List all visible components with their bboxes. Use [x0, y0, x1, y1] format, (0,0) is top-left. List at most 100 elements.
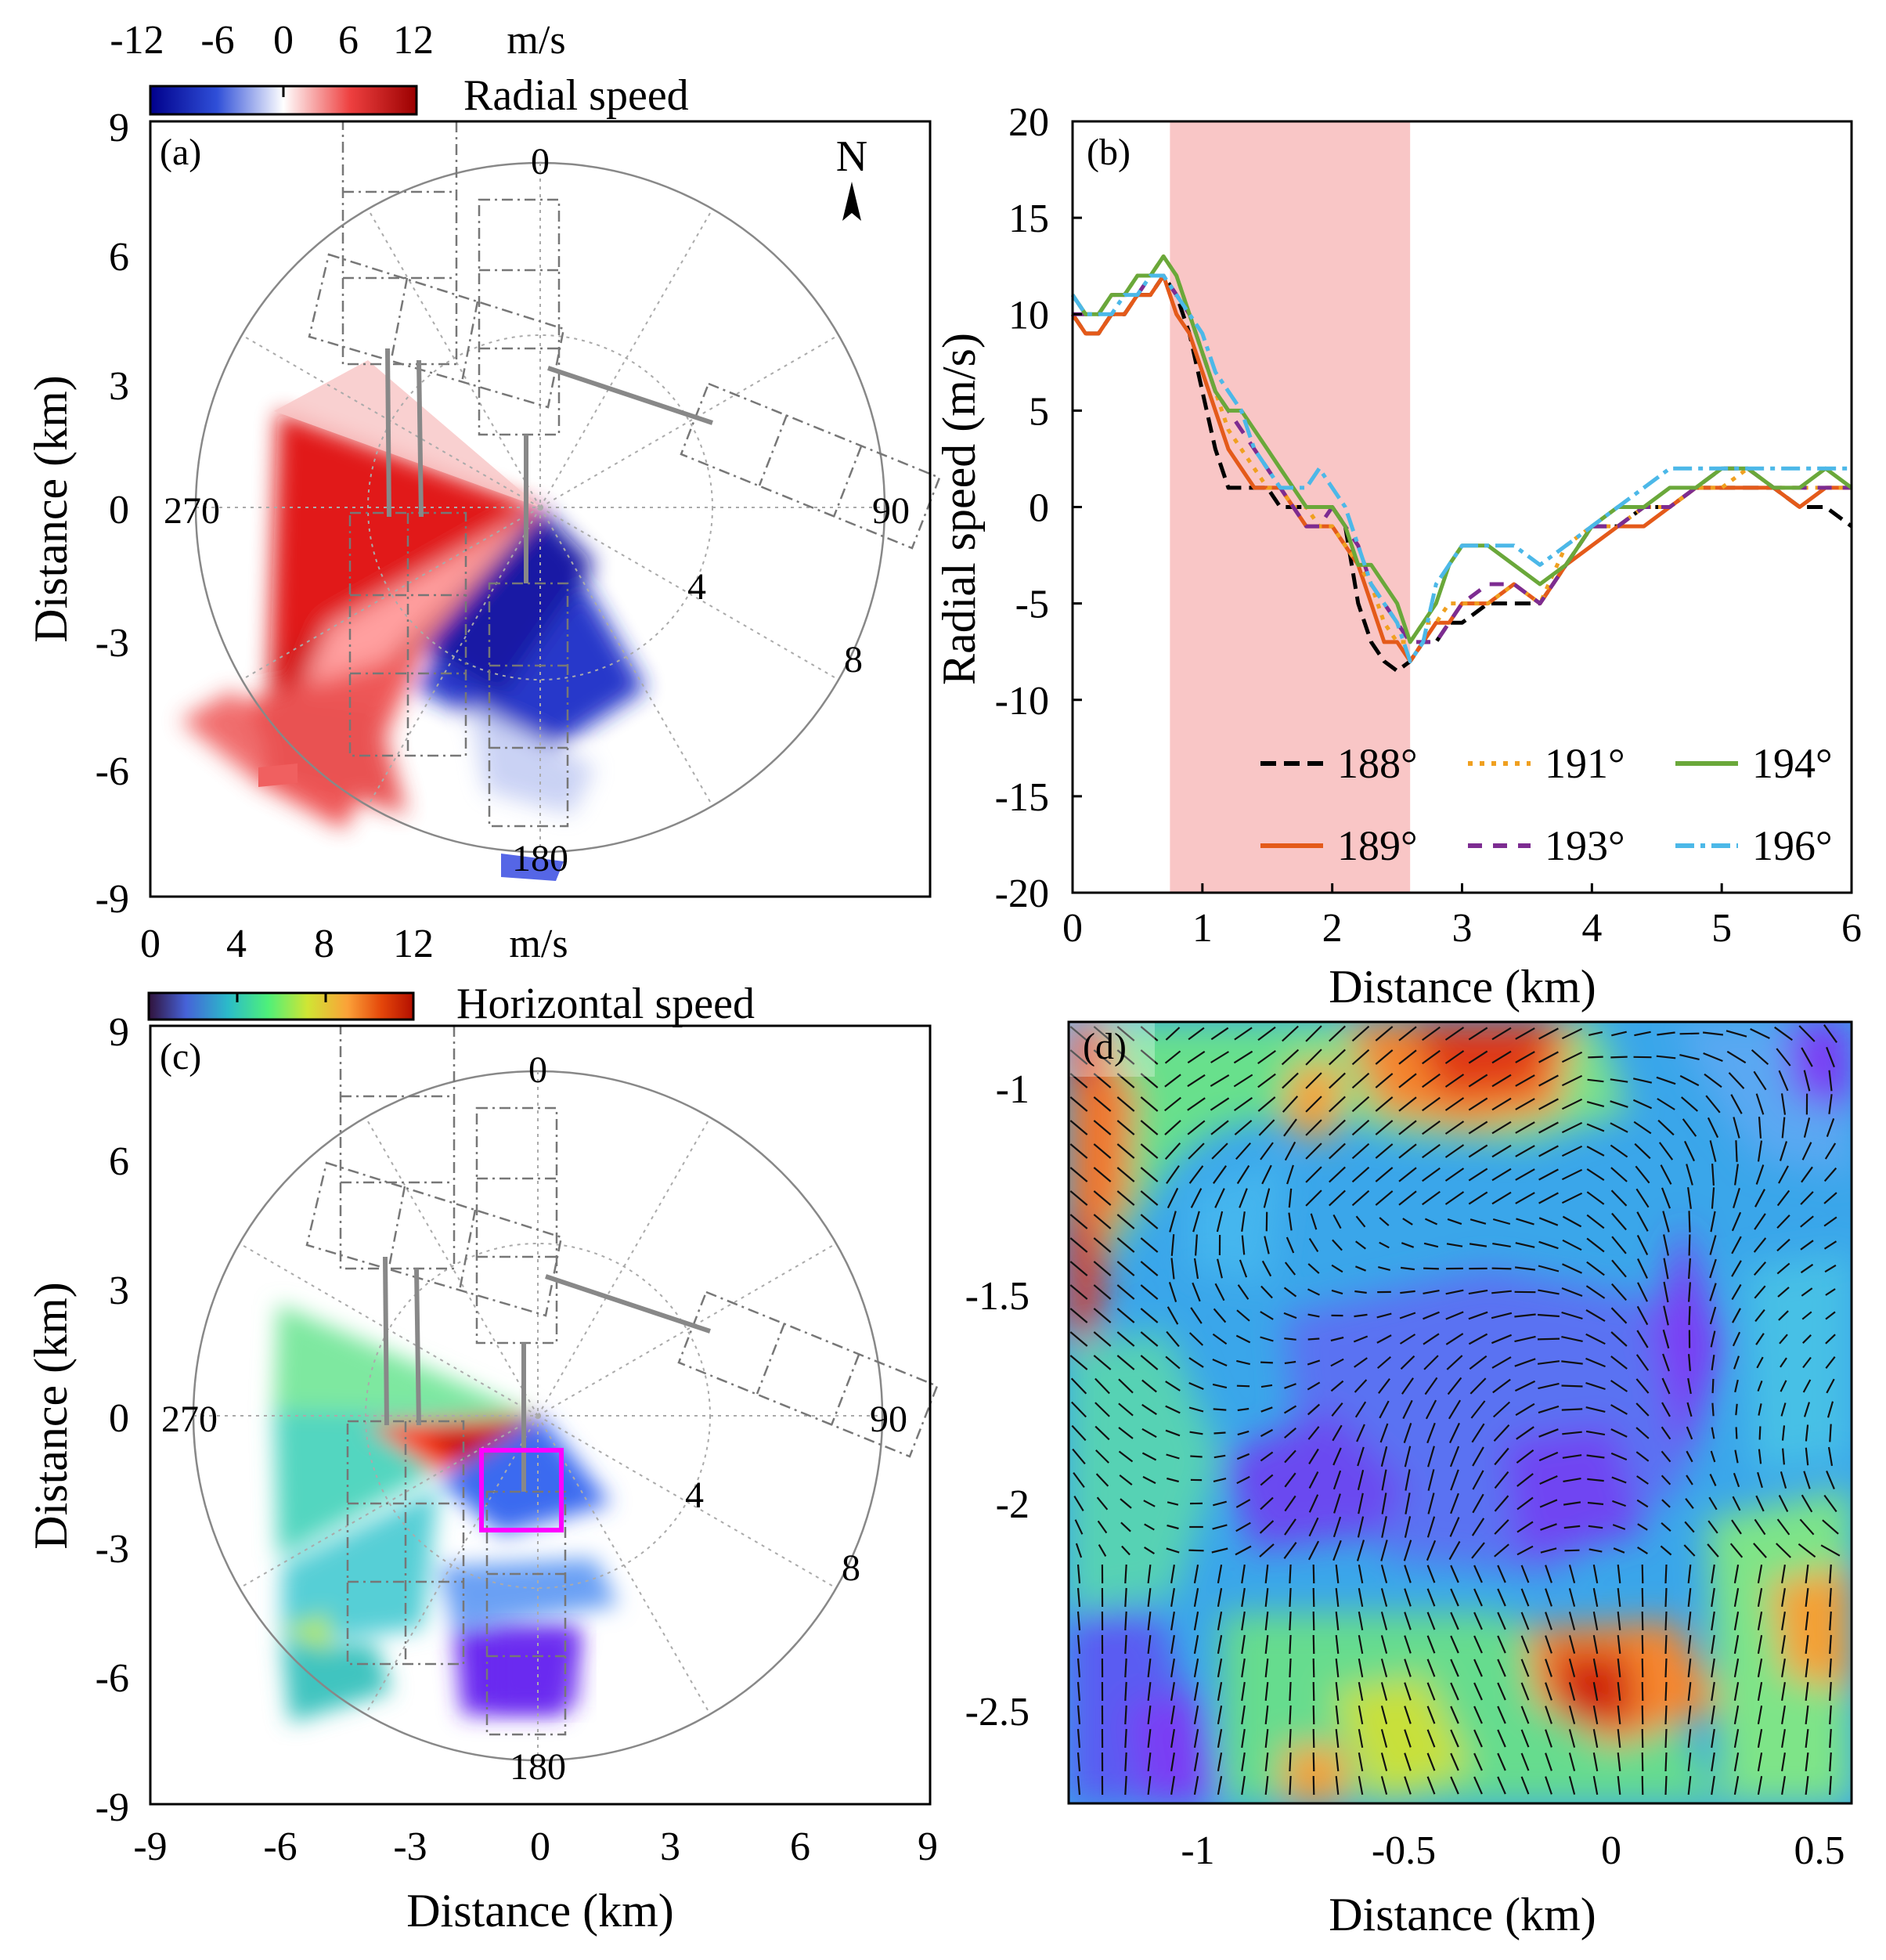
- y-tick: -15: [995, 775, 1049, 820]
- wind-vector: [1422, 1049, 1441, 1065]
- x-tick: 0.5: [1794, 1828, 1845, 1873]
- wind-vector: [1329, 1049, 1346, 1066]
- wind-vector: [1610, 1428, 1628, 1438]
- wind-vector: [1241, 1705, 1246, 1725]
- wind-vector: [1170, 1682, 1175, 1701]
- wind-vector: [1538, 1027, 1559, 1040]
- wind-vector: [1217, 1682, 1223, 1701]
- wind-vector: [1332, 1516, 1342, 1538]
- wind-vector: [1076, 1681, 1081, 1702]
- wind-vector: [1188, 1165, 1204, 1184]
- wind-vector: [1660, 1164, 1672, 1185]
- wind-vector: [1375, 1143, 1394, 1159]
- wind-vector: [1260, 1285, 1273, 1299]
- wind-vector: [1093, 1167, 1112, 1182]
- wind-vector: [1330, 1380, 1344, 1392]
- wind-vector: [1264, 1658, 1269, 1678]
- range-label-8: 8: [842, 1547, 860, 1589]
- wind-vector: [1561, 1098, 1583, 1110]
- wind-vector: [1684, 1521, 1695, 1533]
- wind-vector: [1734, 1449, 1739, 1464]
- wind-vector: [1233, 1050, 1253, 1064]
- horizontal-colorbar: 0 4 8 12 m/s Horizontal speed: [140, 922, 755, 1028]
- wind-vector: [1730, 1094, 1743, 1114]
- wind-vector: [1585, 1308, 1606, 1323]
- wind-vector: [1376, 1355, 1392, 1370]
- wind-vector: [1757, 1612, 1763, 1630]
- wind-vector: [1781, 1729, 1786, 1748]
- wind-vector: [1776, 1189, 1790, 1207]
- wind-vector: [1610, 1056, 1628, 1059]
- wind-vector: [1165, 1429, 1181, 1437]
- wind-vector: [1167, 1477, 1179, 1483]
- cb-a-unit: m/s: [507, 18, 565, 63]
- wind-vector: [1236, 1309, 1250, 1322]
- x-tick: 0: [1601, 1828, 1621, 1873]
- wind-vector: [1776, 1048, 1791, 1067]
- wind-vector: [1711, 1402, 1715, 1417]
- wind-vector: [1473, 1612, 1483, 1630]
- wind-vector: [1076, 1587, 1081, 1608]
- wind-vector: [1093, 1237, 1112, 1253]
- wind-vector: [1538, 1217, 1559, 1226]
- wind-vector: [1237, 1407, 1250, 1412]
- wind-vector: [1259, 1520, 1275, 1534]
- wind-vector: [1213, 1500, 1227, 1507]
- wind-vector: [1829, 1611, 1832, 1631]
- wind-vector: [1733, 1706, 1740, 1724]
- wind-vector: [1826, 1378, 1835, 1394]
- x-tick: 9: [918, 1825, 938, 1869]
- wind-vector: [1118, 1402, 1134, 1417]
- wind-vector: [1687, 1681, 1692, 1702]
- cb-c-tick: 0: [140, 922, 160, 966]
- wind-vector: [1305, 1166, 1322, 1183]
- wind-vector: [1426, 1729, 1436, 1748]
- wind-vector: [1450, 1752, 1459, 1771]
- wind-vector: [1424, 1377, 1438, 1395]
- wind-vector: [1264, 1752, 1269, 1772]
- wind-vector: [1539, 1475, 1558, 1485]
- wind-vector: [1636, 1330, 1649, 1348]
- wind-vector: [1711, 1564, 1715, 1584]
- wind-vector: [1193, 1258, 1199, 1280]
- wind-vector: [1515, 1027, 1535, 1040]
- wind-vector: [1664, 1658, 1668, 1678]
- wind-vector: [1663, 1305, 1669, 1326]
- wind-vector: [1308, 1448, 1319, 1465]
- north-arrow-icon: N: [836, 132, 867, 221]
- wind-vector: [1140, 1190, 1159, 1206]
- wind-vector: [1212, 1358, 1228, 1367]
- wind-vector: [1286, 1236, 1295, 1254]
- wind-vector: [1170, 1258, 1175, 1280]
- wind-vector: [1358, 1775, 1364, 1796]
- legend-label: 196°: [1752, 822, 1833, 869]
- range-label-8: 8: [844, 639, 863, 680]
- wind-vector: [1611, 1259, 1627, 1278]
- y-tick: -3: [96, 621, 129, 666]
- wind-vector: [1586, 1191, 1605, 1205]
- wind-vector: [1260, 1311, 1274, 1320]
- wind-vector: [1140, 1143, 1159, 1159]
- wind-vector: [1497, 1588, 1506, 1607]
- wind-vector: [1516, 1473, 1534, 1487]
- wind-vector: [1164, 1120, 1181, 1135]
- wind-vector: [1403, 1539, 1412, 1561]
- wind-vector: [1757, 1381, 1763, 1391]
- wind-vector: [1829, 1728, 1832, 1749]
- wind-vector: [1585, 1430, 1606, 1436]
- y-axis-label-c: Distance (km): [25, 1282, 77, 1550]
- wind-vector: [1404, 1635, 1412, 1654]
- wind-vector: [1798, 1543, 1816, 1558]
- wind-vector: [1284, 1449, 1296, 1464]
- wind-vector: [1732, 1308, 1741, 1323]
- wind-vector: [1164, 1074, 1181, 1088]
- wind-vector: [1305, 1096, 1322, 1113]
- wind-vector: [1705, 1095, 1721, 1114]
- wind-vector: [1307, 1359, 1321, 1366]
- wind-vector: [1116, 1143, 1135, 1159]
- wind-vector: [1515, 1168, 1535, 1181]
- wind-vector: [1540, 1523, 1557, 1531]
- wind-vector: [1587, 1078, 1604, 1083]
- wind-vector: [1217, 1752, 1223, 1771]
- x-ticks-b: 0 1 2 3 4 5 6: [1062, 883, 1862, 951]
